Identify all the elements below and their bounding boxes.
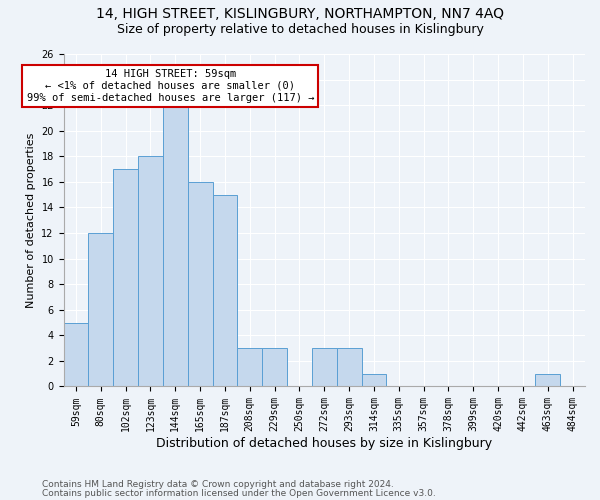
- Text: Contains public sector information licensed under the Open Government Licence v3: Contains public sector information licen…: [42, 489, 436, 498]
- Bar: [113, 169, 138, 386]
- Text: Size of property relative to detached houses in Kislingbury: Size of property relative to detached ho…: [116, 22, 484, 36]
- Text: Contains HM Land Registry data © Crown copyright and database right 2024.: Contains HM Land Registry data © Crown c…: [42, 480, 394, 489]
- Bar: [212, 194, 238, 386]
- Bar: [337, 348, 362, 387]
- Bar: [262, 348, 287, 387]
- Bar: [238, 348, 262, 387]
- Bar: [188, 182, 212, 386]
- Bar: [138, 156, 163, 386]
- Text: 14 HIGH STREET: 59sqm
← <1% of detached houses are smaller (0)
99% of semi-detac: 14 HIGH STREET: 59sqm ← <1% of detached …: [26, 70, 314, 102]
- Bar: [312, 348, 337, 387]
- Bar: [163, 105, 188, 386]
- Y-axis label: Number of detached properties: Number of detached properties: [26, 132, 36, 308]
- X-axis label: Distribution of detached houses by size in Kislingbury: Distribution of detached houses by size …: [156, 437, 493, 450]
- Bar: [64, 322, 88, 386]
- Bar: [88, 233, 113, 386]
- Text: 14, HIGH STREET, KISLINGBURY, NORTHAMPTON, NN7 4AQ: 14, HIGH STREET, KISLINGBURY, NORTHAMPTO…: [96, 8, 504, 22]
- Bar: [535, 374, 560, 386]
- Bar: [362, 374, 386, 386]
